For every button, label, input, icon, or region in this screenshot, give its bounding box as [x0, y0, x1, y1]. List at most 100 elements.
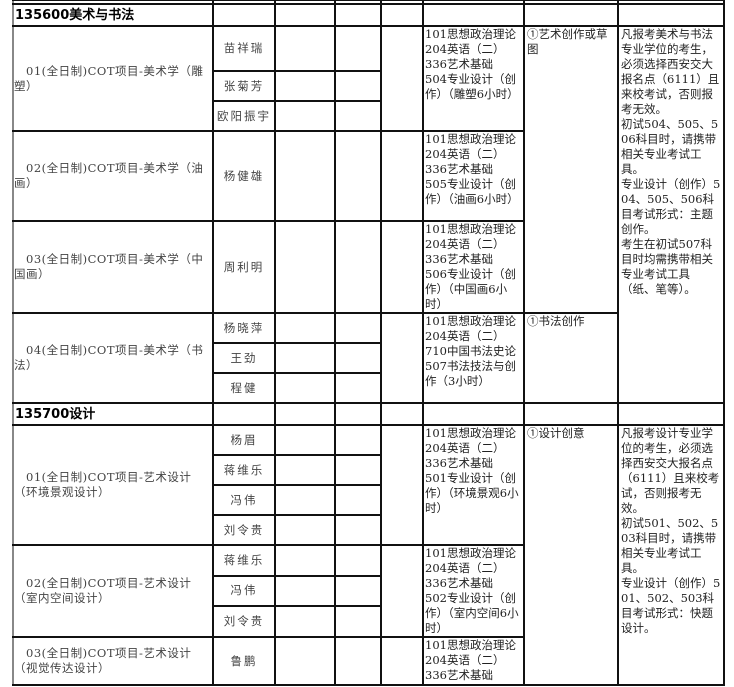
empty-cell	[334, 130, 382, 222]
table-row: 刘令贵	[13, 514, 724, 546]
table-row: 王劲	[13, 342, 724, 374]
exam-subject: 101思想政治理论	[425, 314, 516, 328]
empty-cell	[334, 342, 382, 374]
advisor-name: 苗祥瑞	[212, 25, 276, 72]
empty-cell	[422, 3, 525, 27]
empty-cell	[617, 0, 725, 5]
program-name: 01(全日制)COT项目-美术学（雕塑）	[12, 25, 214, 132]
exam-subject: 101思想政治理论	[425, 132, 516, 146]
table-row: 03(全日制)COT项目-美术学（中国画） 周利明 101思想政治理论 204英语（二…	[12, 220, 724, 314]
empty-cell	[274, 402, 336, 426]
notes: 凡报考设计专业学位的考生，必须选择西安交大报名点（6111）且来校考试，否则报考…	[617, 424, 725, 686]
empty-cell	[274, 454, 336, 486]
empty-cell	[274, 70, 336, 102]
note-paragraph: 考生在初试507科目时均需携带相关专业考试工具（纸、笔等）。	[621, 237, 713, 296]
empty-cell	[523, 3, 619, 27]
table-row: 程健	[13, 372, 724, 404]
program-name: 01(全日制)COT项目-艺术设计（环境景观设计）	[12, 424, 214, 546]
exam-subjects: 101思想政治理论 204英语（二） 336艺术基础 501专业设计（创作）（环境景观…	[422, 424, 525, 546]
advisor-name: 杨晓萍	[212, 312, 276, 344]
empty-cell	[523, 0, 619, 5]
exam-subject: 101思想政治理论	[425, 222, 516, 236]
empty-cell	[274, 424, 336, 456]
empty-cell	[334, 3, 382, 27]
empty-cell	[212, 3, 276, 27]
exam-subject: 101思想政治理论	[425, 426, 516, 440]
empty-cell	[380, 636, 424, 686]
empty-cell	[274, 514, 336, 546]
advisor-name: 欧阳振宇	[212, 100, 276, 132]
empty-cell	[334, 484, 382, 516]
empty-cell	[334, 312, 382, 344]
retest-subject: ①艺术创作或草图	[523, 25, 619, 314]
empty-cell	[274, 220, 336, 314]
exam-subject: 204英语（二）	[425, 561, 505, 575]
exam-subject: 101思想政治理论	[425, 638, 516, 652]
exam-subject: 336艺术基础	[425, 57, 493, 71]
empty-cell	[617, 3, 725, 27]
program-name: 03(全日制)COT项目-艺术设计（视觉传达设计）	[12, 636, 214, 686]
exam-subject: 204英语（二）	[425, 237, 505, 251]
exam-subjects: 101思想政治理论 204英语（二） 336艺术基础 506专业设计（创作）（中国画6…	[422, 220, 525, 314]
empty-cell	[380, 130, 424, 222]
advisor-name: 鲁鹏	[212, 636, 276, 686]
advisor-name: 蒋维乐	[212, 544, 276, 577]
empty-cell	[334, 454, 382, 486]
empty-cell	[212, 0, 276, 5]
empty-cell	[274, 636, 336, 686]
empty-cell	[334, 25, 382, 72]
empty-cell	[212, 402, 276, 426]
exam-subjects: 101思想政治理论 204英语（二） 336艺术基础 505专业设计（创作）（油画6小…	[422, 130, 525, 222]
empty-cell	[274, 544, 336, 577]
empty-cell	[380, 402, 424, 426]
empty-cell	[380, 544, 424, 638]
note-paragraph: 初试501、502、503科目时，请携带相关专业考试工具。	[621, 516, 719, 575]
advisor-name: 杨健雄	[212, 130, 276, 222]
exam-subject: 336艺术基础	[425, 668, 493, 682]
empty-cell	[334, 605, 382, 638]
empty-cell	[334, 220, 382, 314]
advisor-name: 杨眉	[212, 424, 276, 456]
empty-cell	[274, 605, 336, 638]
empty-cell	[380, 312, 424, 404]
section-title: 135600美术与书法	[12, 3, 214, 27]
retest-subject: ①设计创意	[523, 424, 619, 686]
program-name: 03(全日制)COT项目-美术学（中国画）	[12, 220, 214, 314]
empty-cell	[334, 402, 382, 426]
table-row: 01(全日制)COT项目-艺术设计（环境景观设计） 杨眉 101思想政治理论 204英…	[12, 424, 725, 686]
note-paragraph: 凡报考美术与书法专业学位的考生，必须选择西安交大报名点（6111）且来校考试，否…	[621, 27, 720, 116]
exam-subject: 710中国书法史论	[425, 344, 516, 358]
exam-subjects: 101思想政治理论 204英语（二） 336艺术基础	[422, 636, 525, 686]
exam-subject: 336艺术基础	[425, 456, 493, 470]
empty-cell	[274, 3, 336, 27]
exam-subject: 336艺术基础	[425, 162, 493, 176]
table-row: 01(全日制)COT项目-美术学（雕塑） 苗祥瑞 101思想政治理论 204英语（二）…	[12, 25, 725, 404]
empty-cell	[274, 342, 336, 374]
empty-cell	[422, 402, 525, 426]
exam-subject: 204英语（二）	[425, 653, 505, 667]
empty-cell	[334, 0, 382, 5]
empty-cell	[274, 25, 336, 72]
exam-subject: 506专业设计（创作）（中国画6小时）	[425, 267, 516, 311]
exam-subject: 336艺术基础	[425, 576, 493, 590]
advisor-name: 冯伟	[212, 574, 276, 608]
empty-cell	[617, 402, 725, 426]
empty-cell	[422, 0, 525, 5]
advisor-name: 周利明	[212, 220, 276, 314]
note-paragraph: 专业设计（创作）501、502、503科目考试形式：快题设计。	[621, 576, 721, 635]
empty-cell	[334, 70, 382, 102]
table-row: 欧阳振宇	[13, 100, 724, 132]
exam-subject: 504专业设计（创作）（雕塑6小时）	[425, 72, 519, 101]
empty-cell	[334, 574, 382, 608]
table-row: 03(全日制)COT项目-艺术设计（视觉传达设计） 鲁鹏 101思想政治理论 204英…	[12, 636, 724, 686]
exam-subject: 101思想政治理论	[425, 546, 516, 560]
empty-cell	[274, 100, 336, 132]
exam-subjects: 101思想政治理论 204英语（二） 710中国书法史论 507书法技法与创作（3小时…	[422, 312, 525, 404]
empty-cell	[523, 402, 619, 426]
empty-cell	[380, 424, 424, 546]
empty-cell	[274, 130, 336, 222]
empty-cell	[274, 574, 336, 608]
exam-subject: 204英语（二）	[425, 441, 505, 455]
note-paragraph: 初试504、505、506科目时，请携带相关专业考试工具。	[621, 117, 719, 176]
advisor-name: 冯伟	[212, 484, 276, 516]
